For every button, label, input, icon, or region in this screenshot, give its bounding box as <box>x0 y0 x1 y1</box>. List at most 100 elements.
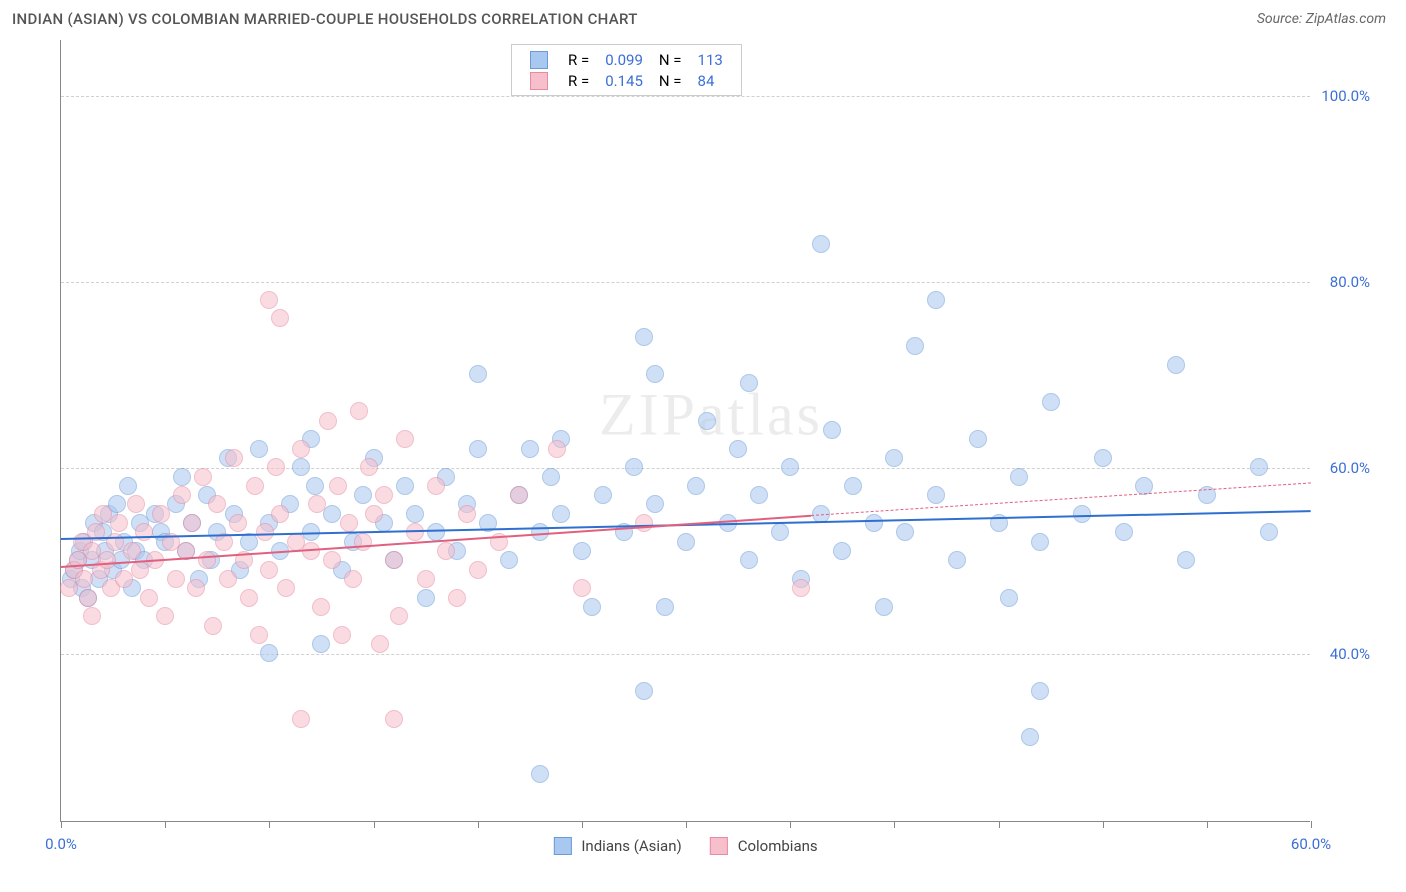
data-point <box>573 579 591 597</box>
data-point <box>1000 589 1018 607</box>
data-point <box>98 551 116 569</box>
data-point <box>469 365 487 383</box>
data-point <box>312 598 330 616</box>
data-point <box>308 495 326 513</box>
data-point <box>260 291 278 309</box>
data-point <box>573 542 591 560</box>
data-point <box>365 505 383 523</box>
y-tick-label: 80.0% <box>1330 273 1370 291</box>
data-point <box>140 589 158 607</box>
data-point <box>792 579 810 597</box>
data-point <box>1115 523 1133 541</box>
data-point <box>427 477 445 495</box>
data-point <box>406 523 424 541</box>
gridline <box>61 96 1310 97</box>
data-point <box>260 644 278 662</box>
data-point <box>250 626 268 644</box>
x-tick <box>478 821 479 828</box>
data-point <box>319 412 337 430</box>
data-point <box>167 570 185 588</box>
data-point <box>969 430 987 448</box>
data-point <box>1167 356 1185 374</box>
data-point <box>396 430 414 448</box>
data-point <box>187 579 205 597</box>
data-point <box>340 514 358 532</box>
data-point <box>229 514 247 532</box>
legend-n-label: N = <box>651 70 690 91</box>
data-point <box>292 440 310 458</box>
data-point <box>385 710 403 728</box>
data-point <box>729 440 747 458</box>
data-point <box>844 477 862 495</box>
data-point <box>110 514 128 532</box>
data-point <box>79 589 97 607</box>
data-point <box>1031 682 1049 700</box>
data-point <box>225 449 243 467</box>
data-point <box>469 561 487 579</box>
data-point <box>292 710 310 728</box>
x-tick <box>374 821 375 828</box>
data-point <box>948 551 966 569</box>
data-point <box>385 551 403 569</box>
legend-label-colombians: Colombians <box>738 837 818 855</box>
x-tick <box>999 821 1000 828</box>
data-point <box>625 458 643 476</box>
data-point <box>927 291 945 309</box>
data-point <box>823 421 841 439</box>
data-point <box>260 561 278 579</box>
data-point <box>635 682 653 700</box>
data-point <box>771 523 789 541</box>
data-point <box>656 598 674 616</box>
data-point <box>875 598 893 616</box>
data-point <box>812 235 830 253</box>
data-point <box>406 505 424 523</box>
data-point <box>1021 728 1039 746</box>
legend-r-label: R = <box>560 70 597 91</box>
y-tick-label: 100.0% <box>1321 87 1370 105</box>
data-point <box>371 635 389 653</box>
legend-correlation: R = 0.099 N = 113 R = 0.145 N = 84 <box>511 44 742 96</box>
data-point <box>583 598 601 616</box>
data-point <box>152 505 170 523</box>
data-point <box>896 523 914 541</box>
data-point <box>173 468 191 486</box>
data-point <box>448 589 466 607</box>
data-point <box>119 477 137 495</box>
chart-header: INDIAN (ASIAN) VS COLOMBIAN MARRIED-COUP… <box>0 0 1406 34</box>
data-point <box>204 617 222 635</box>
data-point <box>927 486 945 504</box>
x-tick <box>269 821 270 828</box>
data-point <box>740 374 758 392</box>
data-point <box>1094 449 1112 467</box>
data-point <box>542 468 560 486</box>
chart-title: INDIAN (ASIAN) VS COLOMBIAN MARRIED-COUP… <box>12 10 638 28</box>
data-point <box>500 551 518 569</box>
legend-n-value-colombians: 84 <box>690 70 731 91</box>
legend-row-colombians: R = 0.145 N = 84 <box>522 70 731 91</box>
plot-area: ZIPatlas R = 0.099 N = 113 R = 0.145 N =… <box>60 40 1310 822</box>
x-tick <box>894 821 895 828</box>
data-point <box>219 570 237 588</box>
data-point <box>106 533 124 551</box>
data-point <box>427 523 445 541</box>
data-point <box>1250 458 1268 476</box>
data-point <box>360 458 378 476</box>
swatch-indians <box>530 51 548 69</box>
data-point <box>469 440 487 458</box>
data-point <box>885 449 903 467</box>
y-tick-label: 40.0% <box>1330 645 1370 663</box>
legend-r-value-indians: 0.099 <box>597 49 651 70</box>
chart-source: Source: ZipAtlas.com <box>1257 11 1386 27</box>
data-point <box>750 486 768 504</box>
legend-item-colombians: Colombians <box>710 837 818 855</box>
data-point <box>1073 505 1091 523</box>
data-point <box>75 570 93 588</box>
data-point <box>354 486 372 504</box>
y-tick-label: 60.0% <box>1330 459 1370 477</box>
legend-series: Indians (Asian) Colombians <box>553 837 817 855</box>
data-point <box>292 458 310 476</box>
x-tick <box>1311 821 1312 828</box>
data-point <box>698 412 716 430</box>
data-point <box>277 579 295 597</box>
data-point <box>312 635 330 653</box>
